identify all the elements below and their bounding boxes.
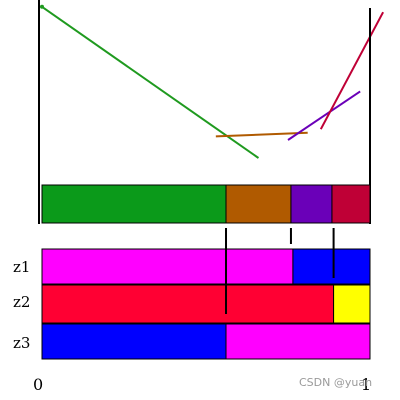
x-axis-label-1: 1 xyxy=(361,375,371,394)
envelope-segment-3 xyxy=(290,184,333,224)
row-label-z2: z2 xyxy=(13,293,30,311)
z1-segment-2 xyxy=(292,248,371,285)
envelope-segment-2 xyxy=(225,184,292,224)
line-segment-1 xyxy=(41,5,260,159)
row-bars xyxy=(41,248,371,360)
row-label-z1: z1 xyxy=(13,258,30,276)
line-segment-3 xyxy=(287,90,361,141)
x-axis-label-0: 0 xyxy=(33,375,43,394)
row-label-z3: z3 xyxy=(13,334,30,352)
watermark: CSDN @yuan xyxy=(299,376,372,389)
z1-segment-1 xyxy=(41,248,294,285)
z2-segment-2 xyxy=(333,284,371,324)
envelope-segment-1 xyxy=(41,184,227,224)
line-segment-4 xyxy=(319,11,385,130)
envelope-segment-4 xyxy=(331,184,371,224)
z3-segment-2 xyxy=(225,323,371,360)
line-segment-2 xyxy=(215,131,308,138)
line-start-dot xyxy=(40,4,44,9)
line-plot xyxy=(40,4,385,159)
breakpoint-markers xyxy=(225,228,335,314)
z2-segment-1 xyxy=(41,284,335,324)
envelope-bar xyxy=(41,184,371,224)
z3-segment-1 xyxy=(41,323,227,360)
